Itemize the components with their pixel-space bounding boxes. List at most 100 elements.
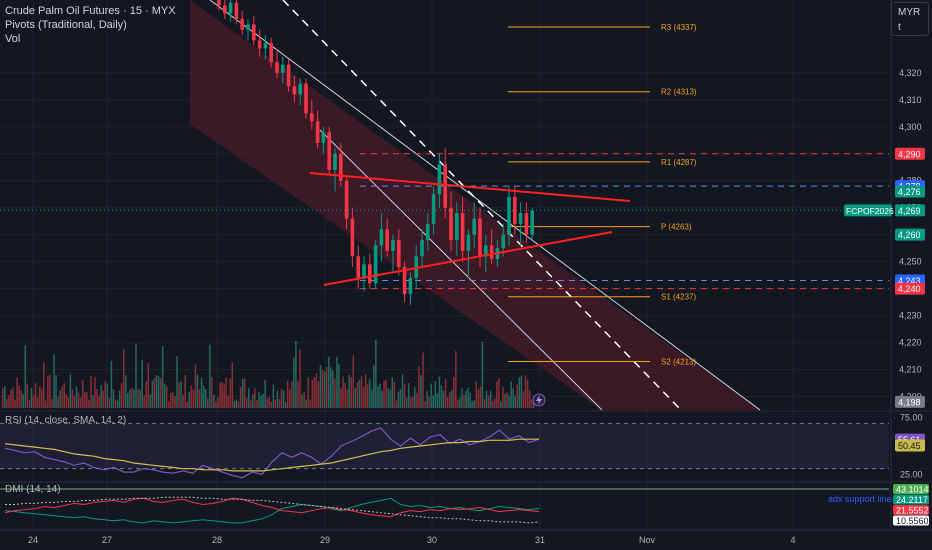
volume-bar — [207, 398, 209, 408]
volume-bar — [291, 381, 293, 408]
volume-bar — [350, 377, 352, 408]
volume-bar — [430, 383, 432, 408]
volume-bar — [334, 378, 336, 408]
price-tag — [895, 147, 925, 160]
volume-bar — [32, 395, 35, 408]
volume-bar — [141, 359, 143, 408]
dmi-series--di — [4, 497, 540, 518]
legend: Crude Palm Oil Futures · 15 · MYX Pivots… — [5, 4, 176, 46]
volume-bar — [225, 377, 227, 408]
symbol-tag-label: FCPOF2026 — [846, 206, 894, 216]
candle-body — [217, 0, 221, 6]
volume-bar — [252, 394, 254, 408]
volume-bar — [268, 397, 270, 408]
flash-icon[interactable] — [532, 393, 546, 407]
volume-bar — [467, 387, 469, 408]
volume-bar — [485, 390, 488, 408]
volume-bar — [98, 395, 100, 408]
volume-bar — [422, 352, 424, 408]
triangle-upper-trendline[interactable] — [309, 172, 631, 202]
rsi-value-tag-label: 50.45 — [898, 441, 921, 451]
volume-bar — [395, 400, 398, 408]
candle-body — [246, 24, 250, 30]
volume-bar — [133, 389, 135, 408]
triangle-lower-trendline[interactable] — [323, 231, 613, 286]
rsi-label[interactable]: RSI (14, close, SMA, 14, 2) — [5, 415, 127, 426]
volume-bar — [245, 397, 248, 408]
volume-bar — [51, 398, 53, 408]
volume-bar — [262, 393, 264, 408]
volume-bar — [172, 391, 174, 408]
candle-body — [263, 43, 268, 49]
volume-bar — [94, 377, 96, 408]
volume-bar — [43, 362, 45, 408]
volume-bar — [231, 362, 234, 408]
volume-bar — [155, 374, 158, 408]
volume-bar — [461, 388, 463, 408]
volume-bar — [270, 401, 273, 408]
volume-bar — [428, 396, 430, 408]
volume-bar — [391, 377, 393, 408]
volume-bar — [272, 384, 275, 408]
price-tag — [895, 282, 925, 295]
volume-bar — [282, 390, 285, 408]
volume-bar — [104, 380, 106, 408]
volume-bar — [198, 389, 201, 408]
volume-bar — [412, 396, 414, 408]
volume-bar — [40, 388, 43, 408]
candle-body — [507, 196, 511, 235]
volume-bar — [358, 379, 361, 408]
volume-bar — [364, 374, 367, 408]
volume-bar — [22, 394, 24, 408]
currency-selector[interactable]: MYR t — [891, 2, 929, 36]
candle-body — [530, 210, 534, 235]
volume-bar — [338, 363, 340, 408]
volume-bar — [26, 383, 29, 408]
candle-body — [286, 64, 291, 87]
volume-bar — [442, 390, 445, 408]
volume-bar — [481, 341, 484, 408]
rsi-band — [0, 423, 889, 469]
volume-bar — [59, 390, 61, 408]
legend-vol[interactable]: Vol — [5, 33, 21, 45]
volume-bar — [483, 399, 486, 408]
volume-bar — [229, 378, 232, 408]
time-tick-label: 4 — [790, 535, 795, 545]
volume-bar — [368, 378, 371, 408]
volume-bar — [202, 385, 205, 408]
pane-separators — [0, 0, 932, 531]
volume-bar — [356, 382, 359, 408]
volume-bar — [289, 389, 291, 408]
candle-body — [269, 43, 273, 63]
volume-bar — [362, 386, 365, 408]
legend-pivots[interactable]: Pivots (Traditional, Daily) — [5, 19, 127, 31]
channel-midline[interactable] — [282, 0, 682, 411]
volume-bar — [489, 391, 492, 408]
volume-bar — [86, 392, 88, 408]
candle-body — [460, 213, 465, 251]
volume-bar — [192, 389, 195, 408]
channel-upper-line[interactable] — [209, 0, 761, 411]
volume-bar — [118, 390, 121, 408]
volume-bar — [522, 391, 525, 408]
volume-bar — [120, 382, 123, 408]
volume-bar — [102, 390, 104, 408]
volume-bar — [420, 375, 422, 408]
candle-body — [234, 2, 239, 19]
descending-channel[interactable] — [190, 0, 760, 410]
legend-title[interactable]: Crude Palm Oil Futures · 15 · MYX — [5, 5, 176, 17]
candle-body — [373, 245, 378, 284]
channel-lower-line[interactable] — [319, 129, 603, 411]
volume-bar — [418, 366, 420, 408]
currency-sub: t — [898, 22, 901, 33]
dmi-label[interactable]: DMI (14, 14) — [5, 484, 61, 495]
volume-bar — [327, 356, 330, 408]
volume-bar — [512, 388, 514, 408]
volume-bar — [159, 377, 162, 408]
grid — [0, 0, 889, 530]
dmi-pane — [0, 488, 889, 524]
volume-bar — [498, 378, 500, 408]
candle-body — [240, 18, 244, 30]
